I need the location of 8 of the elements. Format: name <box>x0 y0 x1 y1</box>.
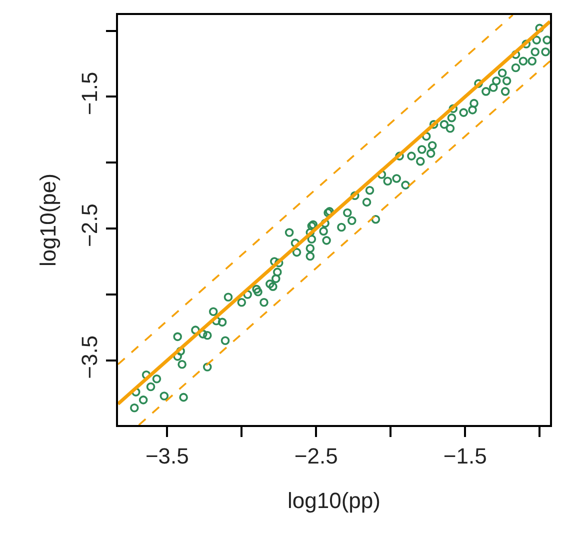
x-tick-label: −3.5 <box>145 443 189 468</box>
y-axis-title: log10(pe) <box>36 174 60 266</box>
x-tick-label: −1.5 <box>443 443 487 468</box>
y-tick-label: −2.5 <box>77 204 102 247</box>
x-axis-title: log10(pp) <box>288 488 380 513</box>
x-tick-label: −2.5 <box>294 443 338 468</box>
y-tick-label: −3.5 <box>77 335 102 379</box>
y-tick-label: −1.5 <box>77 72 102 116</box>
